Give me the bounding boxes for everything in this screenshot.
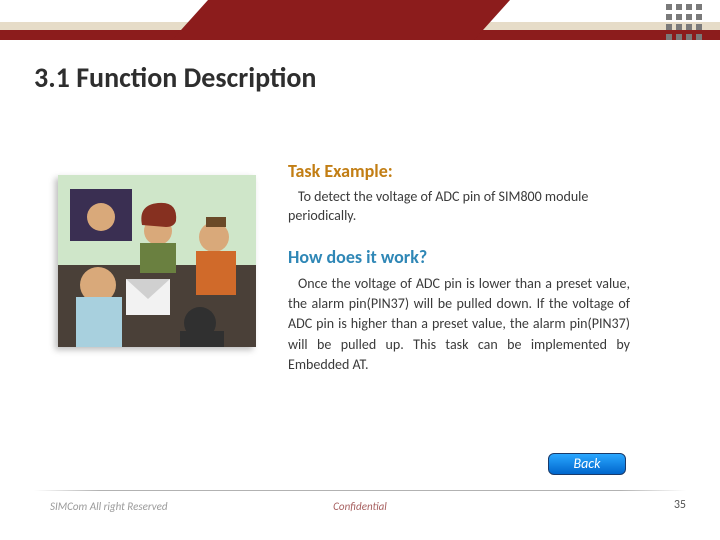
content-column: Task Example: To detect the voltage of A… — [288, 160, 630, 375]
footer-center-text: Confidential — [0, 500, 720, 513]
header-red-polygon — [172, 0, 510, 40]
how-body: Once the voltage of ADC pin is lower tha… — [288, 274, 630, 375]
task-heading: Task Example: — [288, 160, 630, 182]
page-number: 35 — [674, 498, 686, 512]
footer-divider — [34, 490, 686, 491]
dot-grid-icon — [666, 4, 702, 40]
how-heading: How does it work? — [288, 246, 630, 268]
task-body: To detect the voltage of ADC pin of SIM8… — [288, 188, 630, 226]
illustration-image — [58, 175, 256, 347]
presentation-slide: 3.1 Function Description Task Example: T… — [0, 0, 720, 540]
back-button[interactable]: Back — [548, 453, 626, 475]
page-title: 3.1 Function Description — [34, 60, 316, 95]
